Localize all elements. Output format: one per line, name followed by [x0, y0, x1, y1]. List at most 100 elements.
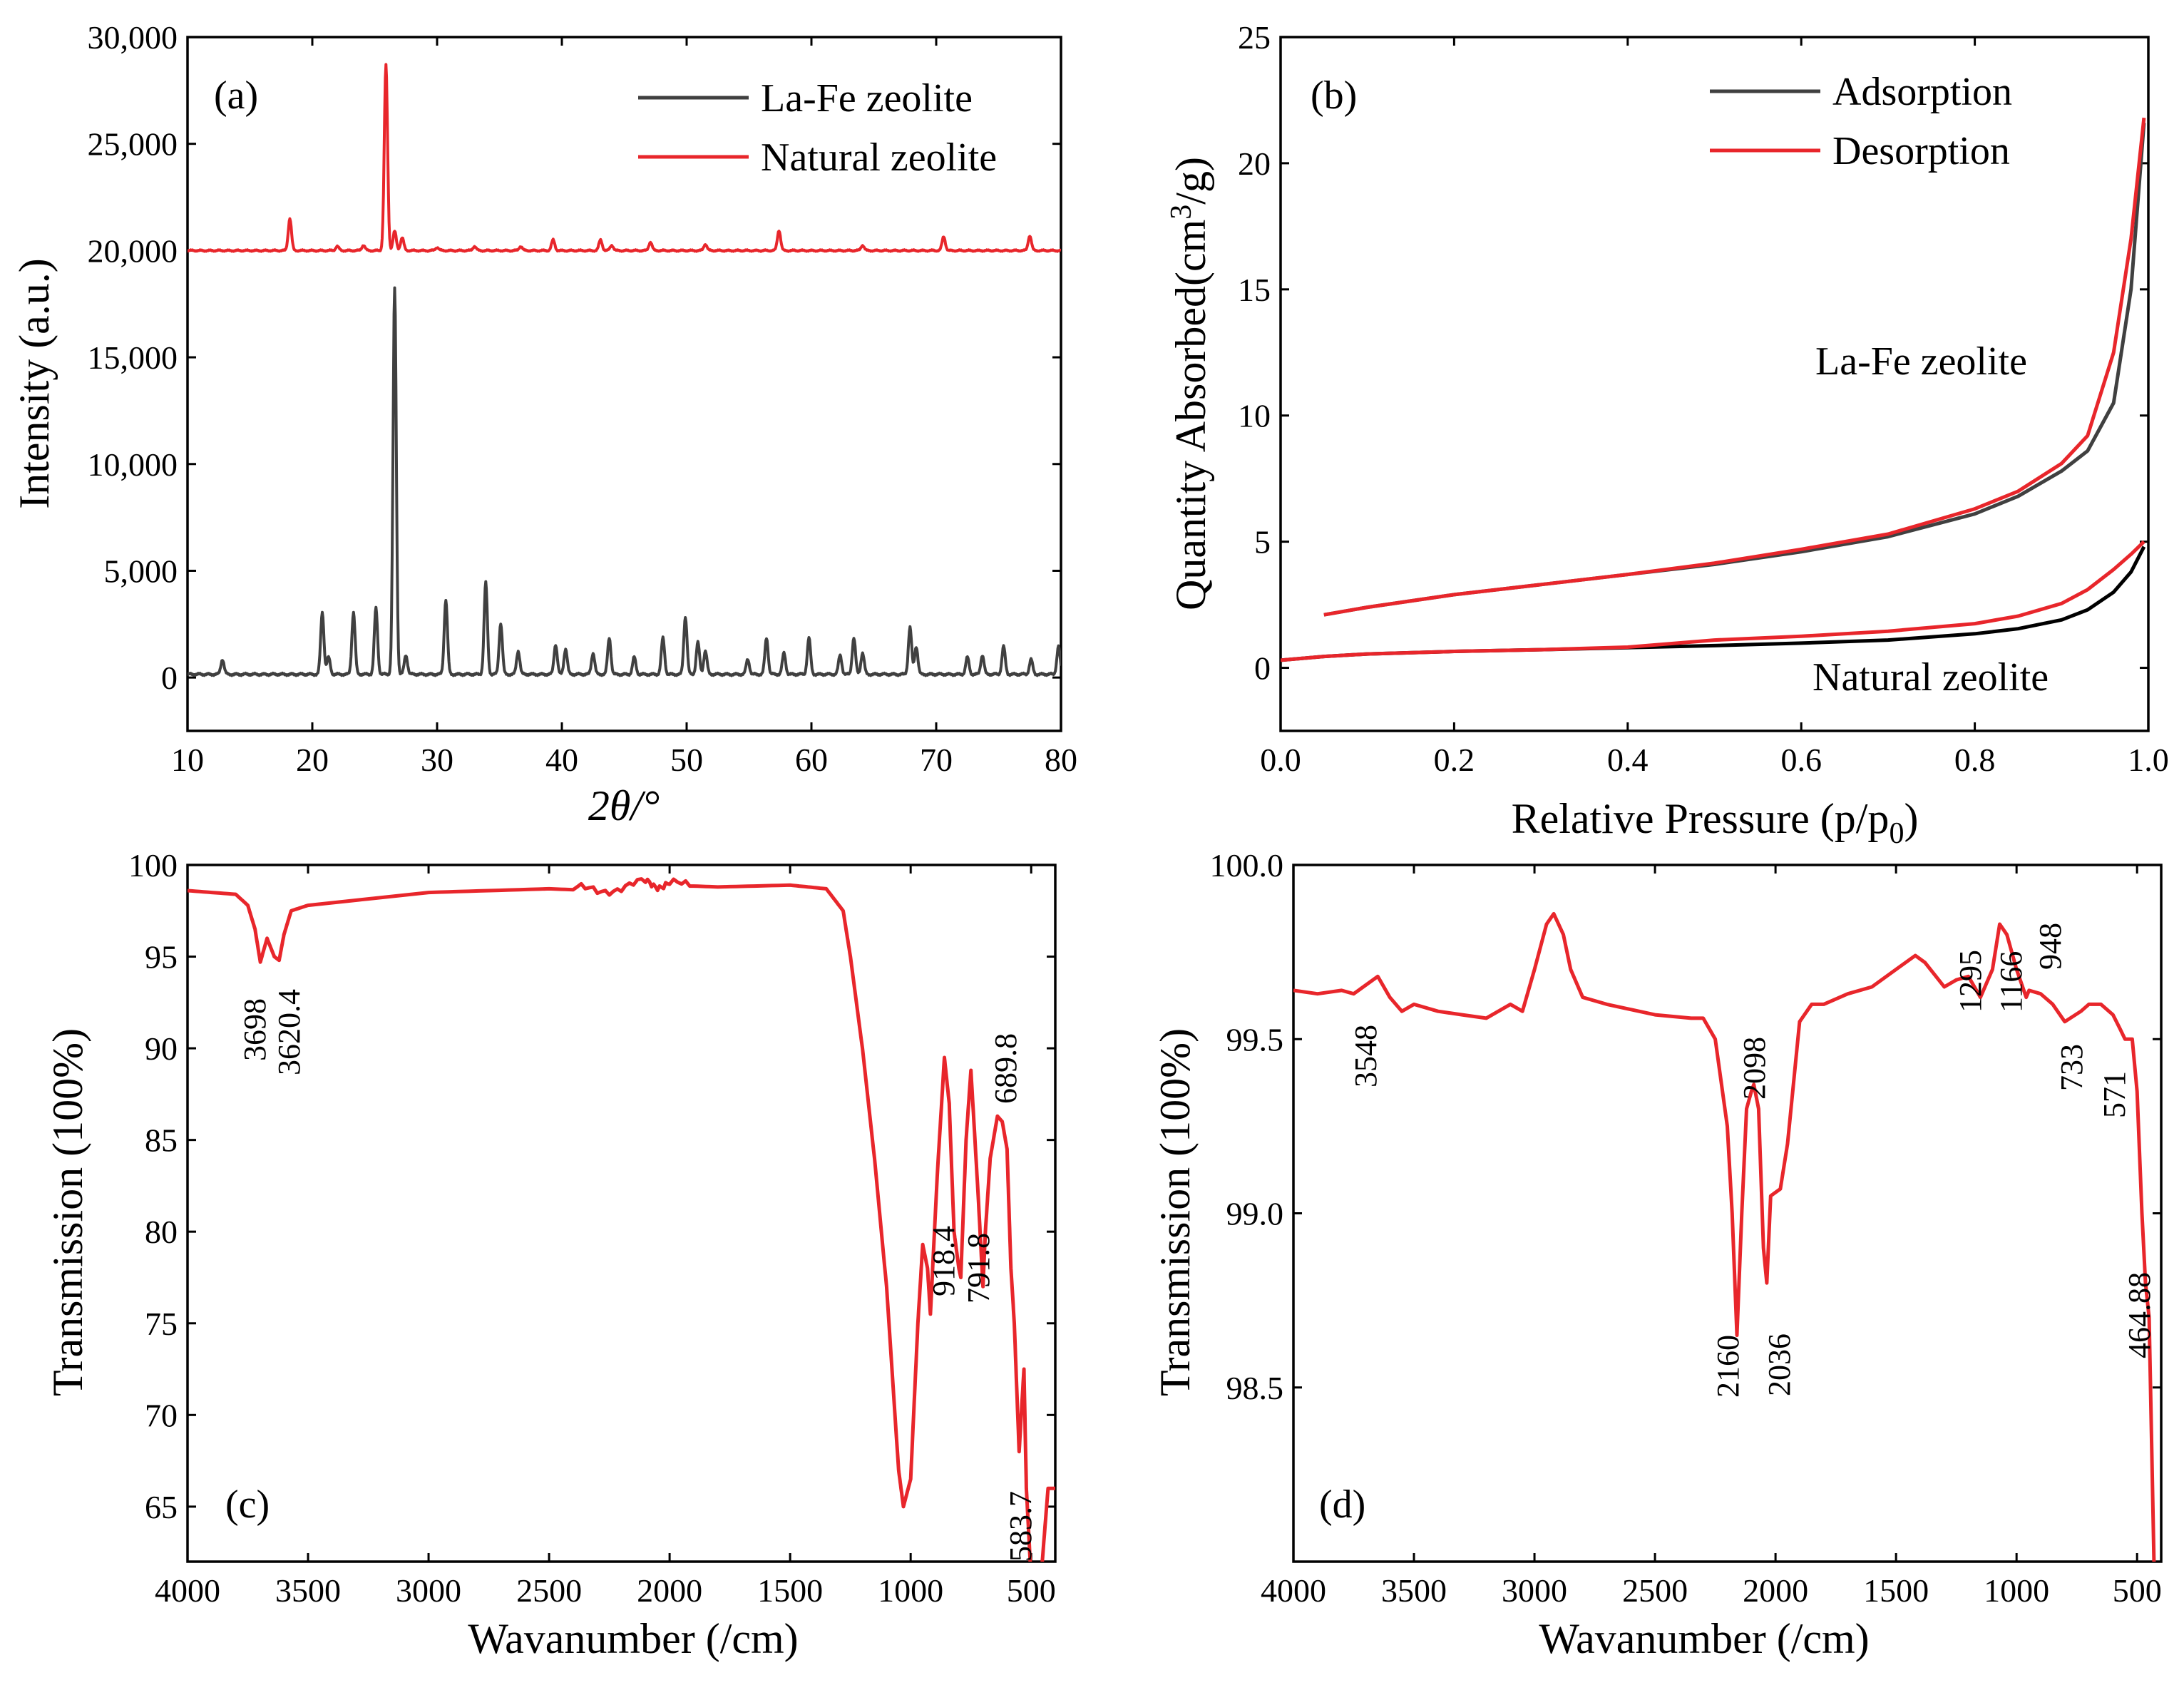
peak-label: 3548 [1348, 1025, 1383, 1087]
peak-label: 464.88 [2122, 1272, 2157, 1358]
y-tick-label: 25 [1238, 19, 1271, 56]
x-axis-label-main: Relative Pressure (p/p [1512, 795, 1890, 842]
x-tick-label: 0.2 [1434, 742, 1475, 778]
legend: Adsorption Desorption [1710, 70, 2012, 173]
y-tick-label: 5,000 [104, 553, 178, 589]
series-line-ftir [188, 877, 1055, 1562]
y-tick-label: 30,000 [88, 19, 178, 56]
x-tick-label: 500 [1007, 1572, 1056, 1609]
x-tick-label: 3500 [1381, 1572, 1447, 1609]
y-tick-label: 10,000 [88, 446, 178, 483]
x-tick-label: 80 [1045, 742, 1077, 778]
x-tick-label: 40 [545, 742, 578, 778]
y-axis-label-sup: 3 [1165, 205, 1198, 220]
x-axis-label-sub: 0 [1889, 817, 1904, 850]
panel-c: 4000 3500 3000 2500 2000 1500 1000 500 65 70 75 80 8… [44, 847, 1057, 1662]
y-tick-label: 99.5 [1226, 1021, 1284, 1057]
x-tick-label: 0.4 [1607, 742, 1649, 778]
peak-label: 3620.4 [272, 989, 307, 1075]
plot-frame [1292, 864, 2163, 1563]
x-tick-label: 1500 [1863, 1572, 1929, 1609]
y-tick-label: 90 [145, 1030, 178, 1067]
x-tick-label: 1000 [1984, 1572, 2049, 1609]
panel-d: 4000 3500 3000 2500 2000 1500 1000 500 98.5 99.0 9… [1152, 847, 2163, 1662]
x-tick-label: 1000 [878, 1572, 943, 1609]
x-tick-label: 0.6 [1780, 742, 1822, 778]
y-tick-label: 0 [1254, 650, 1271, 687]
y-tick-label: 65 [145, 1489, 178, 1525]
peak-label: 918.4 [926, 1226, 961, 1296]
y-tick-label: 99.0 [1226, 1196, 1284, 1232]
x-tick-label: 2000 [637, 1572, 702, 1609]
y-tick-label: 85 [145, 1122, 178, 1159]
legend: La-Fe zeolite Natural zeolite [638, 76, 997, 180]
peak-label: 3698 [237, 998, 272, 1061]
y-tick-label: 20,000 [88, 232, 178, 269]
x-tick-label: 3000 [1502, 1572, 1567, 1609]
x-tick-label: 3500 [275, 1572, 341, 1609]
x-tick-label: 1500 [757, 1572, 823, 1609]
y-tick-label: 25,000 [88, 126, 178, 163]
series-line-natural-zeolite [188, 63, 1061, 253]
peak-label: 733 [2054, 1044, 2089, 1091]
y-tick-label: 10 [1238, 398, 1271, 434]
y-tick-label: 80 [145, 1214, 178, 1250]
peak-label: 689.8 [988, 1033, 1023, 1104]
y-axis-label-main: Quantity Absorbed(cm [1167, 220, 1214, 610]
y-tick-label: 95 [145, 939, 178, 975]
x-tick-label: 0.8 [1954, 742, 1996, 778]
x-tick-label: 70 [920, 742, 953, 778]
panel-label: (d) [1319, 1482, 1365, 1527]
annotation-natural-zeolite: Natural zeolite [1813, 655, 2049, 700]
x-tick-label: 4000 [155, 1572, 220, 1609]
x-tick-label: 500 [2113, 1572, 2162, 1609]
peak-label: 583.7 [1003, 1491, 1038, 1562]
x-axis-label: 2θ/° [588, 782, 660, 829]
y-axis-label-end: /g) [1167, 157, 1214, 205]
peak-label: 2098 [1737, 1037, 1772, 1100]
y-tick-label: 5 [1254, 524, 1271, 560]
y-tick-label: 0 [161, 660, 178, 696]
annotation-la-fe-zeolite: La-Fe zeolite [1815, 339, 2027, 384]
x-tick-label: 4000 [1261, 1572, 1326, 1609]
series-line-desorption-natural-zeolite [1281, 540, 2145, 662]
peak-label: 1166 [1994, 951, 2029, 1013]
x-axis-label: Relative Pressure (p/p0) [1512, 795, 1919, 850]
y-tick-label: 75 [145, 1306, 178, 1342]
y-axis-label: Transmission (100%) [1152, 1028, 1199, 1396]
x-tick-label: 0.0 [1260, 742, 1301, 778]
panel-b: 0.0 0.2 0.4 0.6 0.8 1.0 0 5 10 15 20 25 Adsorption De… [1165, 19, 2169, 850]
panel-a: 10 20 30 40 50 60 70 80 0 5,000 10,000 15,000 20,000… [11, 19, 1077, 829]
peak-label: 1295 [1953, 950, 1988, 1013]
y-axis-label: Intensity (a.u.) [11, 258, 58, 509]
peak-label: 791.8 [961, 1233, 996, 1304]
y-axis-label: Transmission (100%) [44, 1028, 91, 1396]
panel-label: (a) [214, 73, 258, 118]
y-tick-label: 98.5 [1226, 1370, 1284, 1406]
plot-frame [1279, 36, 2150, 732]
plot-frame [186, 864, 1057, 1563]
series-line-desorption-la-fe-zeolite [1323, 117, 2146, 617]
x-tick-label: 30 [421, 742, 453, 778]
x-axis-label-end: ) [1904, 795, 1918, 842]
x-tick-label: 2500 [516, 1572, 582, 1609]
x-tick-label: 2000 [1743, 1572, 1808, 1609]
peak-label: 571 [2097, 1071, 2132, 1118]
y-axis-label: Quantity Absorbed(cm3/g) [1165, 157, 1214, 610]
y-tick-label: 70 [145, 1397, 178, 1433]
x-axis-label: Wavanumber (/cm) [1539, 1615, 1869, 1662]
series-line-ftir [1293, 911, 2156, 1562]
y-tick-label: 100.0 [1210, 847, 1284, 884]
series-line-la-fe-zeolite [188, 286, 1061, 677]
y-tick-label: 100 [128, 847, 178, 884]
x-tick-label: 1.0 [2128, 742, 2169, 778]
y-tick-label: 15,000 [88, 339, 178, 376]
y-tick-label: 15 [1238, 272, 1271, 308]
x-axis-label: Wavanumber (/cm) [468, 1615, 798, 1662]
panel-label: (b) [1311, 73, 1357, 118]
legend-label: Desorption [1832, 129, 2010, 173]
plot-frame [186, 36, 1062, 732]
x-tick-label: 50 [670, 742, 703, 778]
x-tick-label: 10 [171, 742, 204, 778]
